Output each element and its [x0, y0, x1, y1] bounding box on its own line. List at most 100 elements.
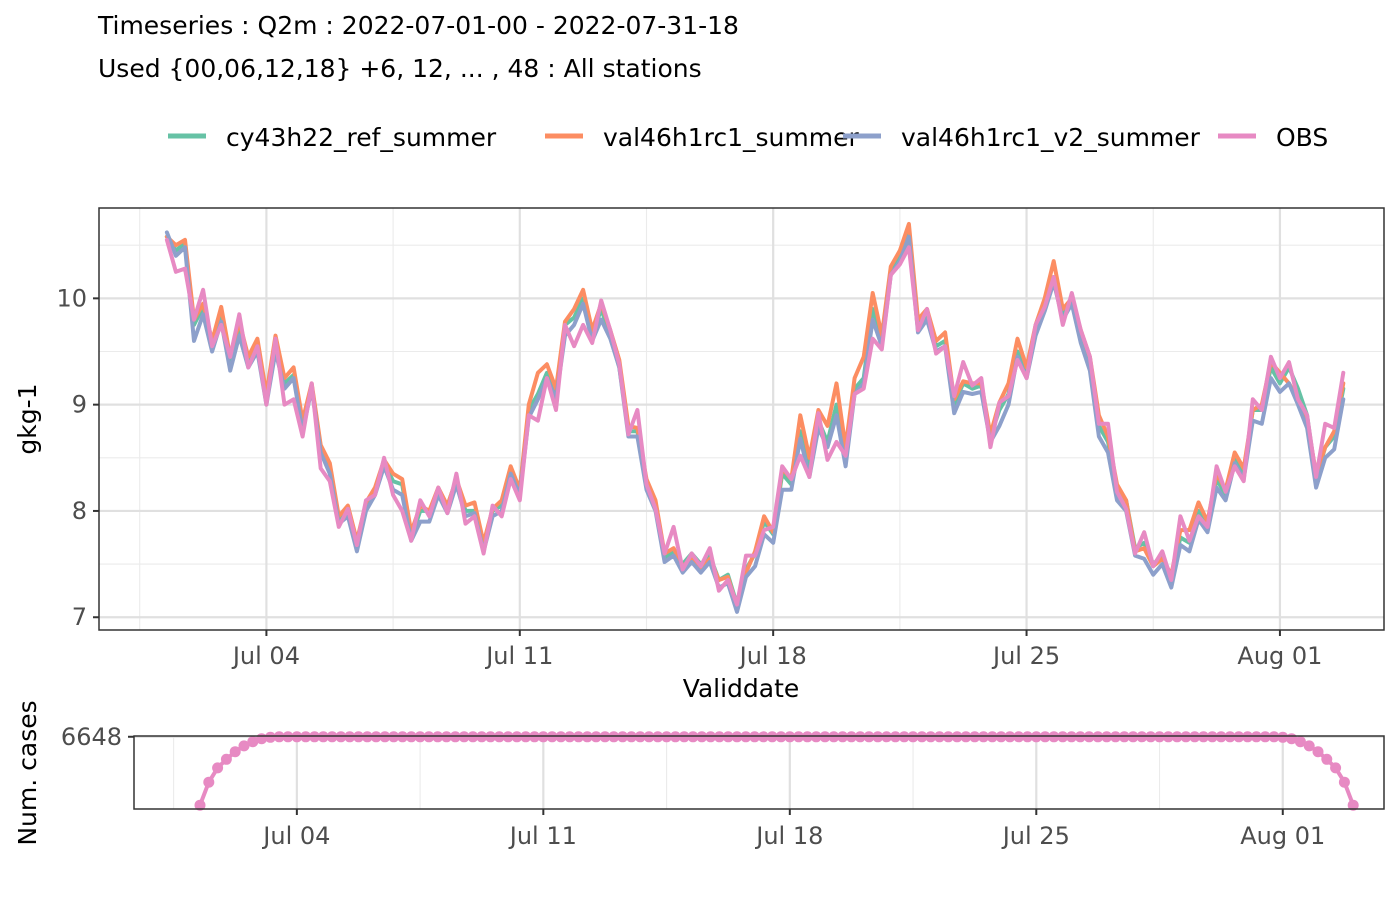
cases-point [1242, 731, 1254, 743]
cases-point [1250, 731, 1262, 743]
cases-y-axis-title: Num. cases [13, 700, 42, 845]
cases-point [1004, 731, 1016, 743]
cases-point [661, 731, 673, 743]
cases-point [819, 731, 831, 743]
cases-point [1110, 731, 1121, 743]
cases-point [599, 731, 611, 743]
cases-point [766, 731, 778, 743]
cases-point [1303, 740, 1315, 752]
cases-point [608, 731, 620, 743]
cases-point [1162, 731, 1174, 743]
x-tick-label: Jul 25 [991, 642, 1060, 670]
cases-point [397, 731, 408, 743]
cases-panel-border [133, 735, 1385, 810]
cases-point [1030, 731, 1042, 743]
chart-title: Timeseries : Q2m : 2022-07-01-00 - 2022-… [97, 11, 739, 40]
series-line-OBS [164, 237, 1346, 607]
cases-point [1092, 731, 1104, 743]
cases-point [687, 731, 699, 743]
cases-point [581, 731, 593, 743]
cases-point [696, 731, 708, 743]
cases-point [705, 731, 717, 743]
y-tick-label: 9 [72, 391, 87, 419]
cases-point [1118, 731, 1130, 743]
cases-point [722, 731, 734, 743]
cases-point [529, 731, 540, 743]
y-tick-label: 7 [72, 603, 87, 631]
cases-point [537, 731, 549, 743]
cases-point [1066, 731, 1077, 743]
cases-point [810, 731, 822, 743]
cases-point [634, 731, 646, 743]
cases-point [925, 731, 937, 743]
cases-y-tick-label: 6648 [61, 723, 122, 751]
cases-point [960, 731, 972, 743]
cases-point [1101, 731, 1113, 743]
cases-point [1145, 731, 1157, 743]
cases-point [898, 731, 910, 743]
cases-point [986, 731, 998, 743]
y-axis-title: gkg-1 [13, 383, 42, 454]
cases-point [863, 731, 875, 743]
cases-point [881, 731, 893, 743]
cases-point [1294, 736, 1306, 748]
cases-point [1039, 731, 1051, 743]
cases-plot-panel: Jul 04 Jul 11 Jul 18 Jul 25 Aug 01 6648 [61, 723, 1385, 850]
cases-point [344, 731, 356, 743]
cases-point [441, 731, 452, 743]
cases-point [353, 731, 364, 743]
cases-point [1083, 731, 1095, 743]
cases-point [502, 731, 514, 743]
cases-point [1013, 731, 1025, 743]
cases-point [801, 731, 813, 743]
cases-point [203, 776, 215, 788]
cases-point [326, 731, 338, 743]
cases-panel-background [134, 736, 1384, 809]
cases-point [317, 731, 329, 743]
cases-point [828, 731, 840, 743]
cases-point [995, 731, 1007, 743]
cases-point [229, 746, 241, 758]
y-tick-label: 8 [72, 497, 87, 525]
chart-subtitle: Used {00,06,12,18} +6, 12, ... , 48 : Al… [98, 54, 702, 83]
cases-point [1233, 731, 1245, 743]
cases-point [1312, 746, 1324, 758]
cases-point [1215, 731, 1227, 743]
legend-label: OBS [1276, 123, 1328, 152]
cases-point [1259, 731, 1271, 743]
legend: cy43h22_ref_summer val46h1rc1_summer val46… [168, 123, 1328, 152]
cases-point [749, 731, 761, 743]
cases-point [247, 736, 259, 748]
cases-point [845, 731, 857, 743]
cases-point [458, 731, 470, 743]
cases-point [309, 731, 320, 743]
cases-point [942, 731, 954, 743]
cases-point [1154, 731, 1165, 743]
cases-point [837, 731, 849, 743]
cases-point [485, 731, 496, 743]
y-tick-label: 10 [56, 284, 87, 312]
cases-point [1171, 731, 1183, 743]
cases-point [546, 731, 558, 743]
cases-point [907, 731, 919, 743]
cases-x-tick-label: Jul 04 [261, 822, 330, 850]
panel-background [99, 208, 1384, 630]
cases-point [1268, 731, 1280, 743]
cases-point [564, 731, 576, 743]
legend-label: val46h1rc1_v2_summer [901, 123, 1201, 152]
cases-point [934, 731, 945, 743]
cases-point [889, 731, 901, 743]
cases-point [264, 731, 276, 743]
x-tick-label: Jul 18 [738, 642, 807, 670]
cases-point [625, 731, 637, 743]
cases-point [493, 731, 505, 743]
cases-point [1180, 731, 1192, 743]
legend-item: val46h1rc1_v2_summer [843, 123, 1201, 152]
cases-series [194, 731, 1359, 811]
cases-point [617, 731, 629, 743]
cases-point [643, 731, 655, 743]
cases-point [731, 731, 743, 743]
cases-point [1330, 762, 1342, 774]
cases-point [1347, 799, 1359, 811]
